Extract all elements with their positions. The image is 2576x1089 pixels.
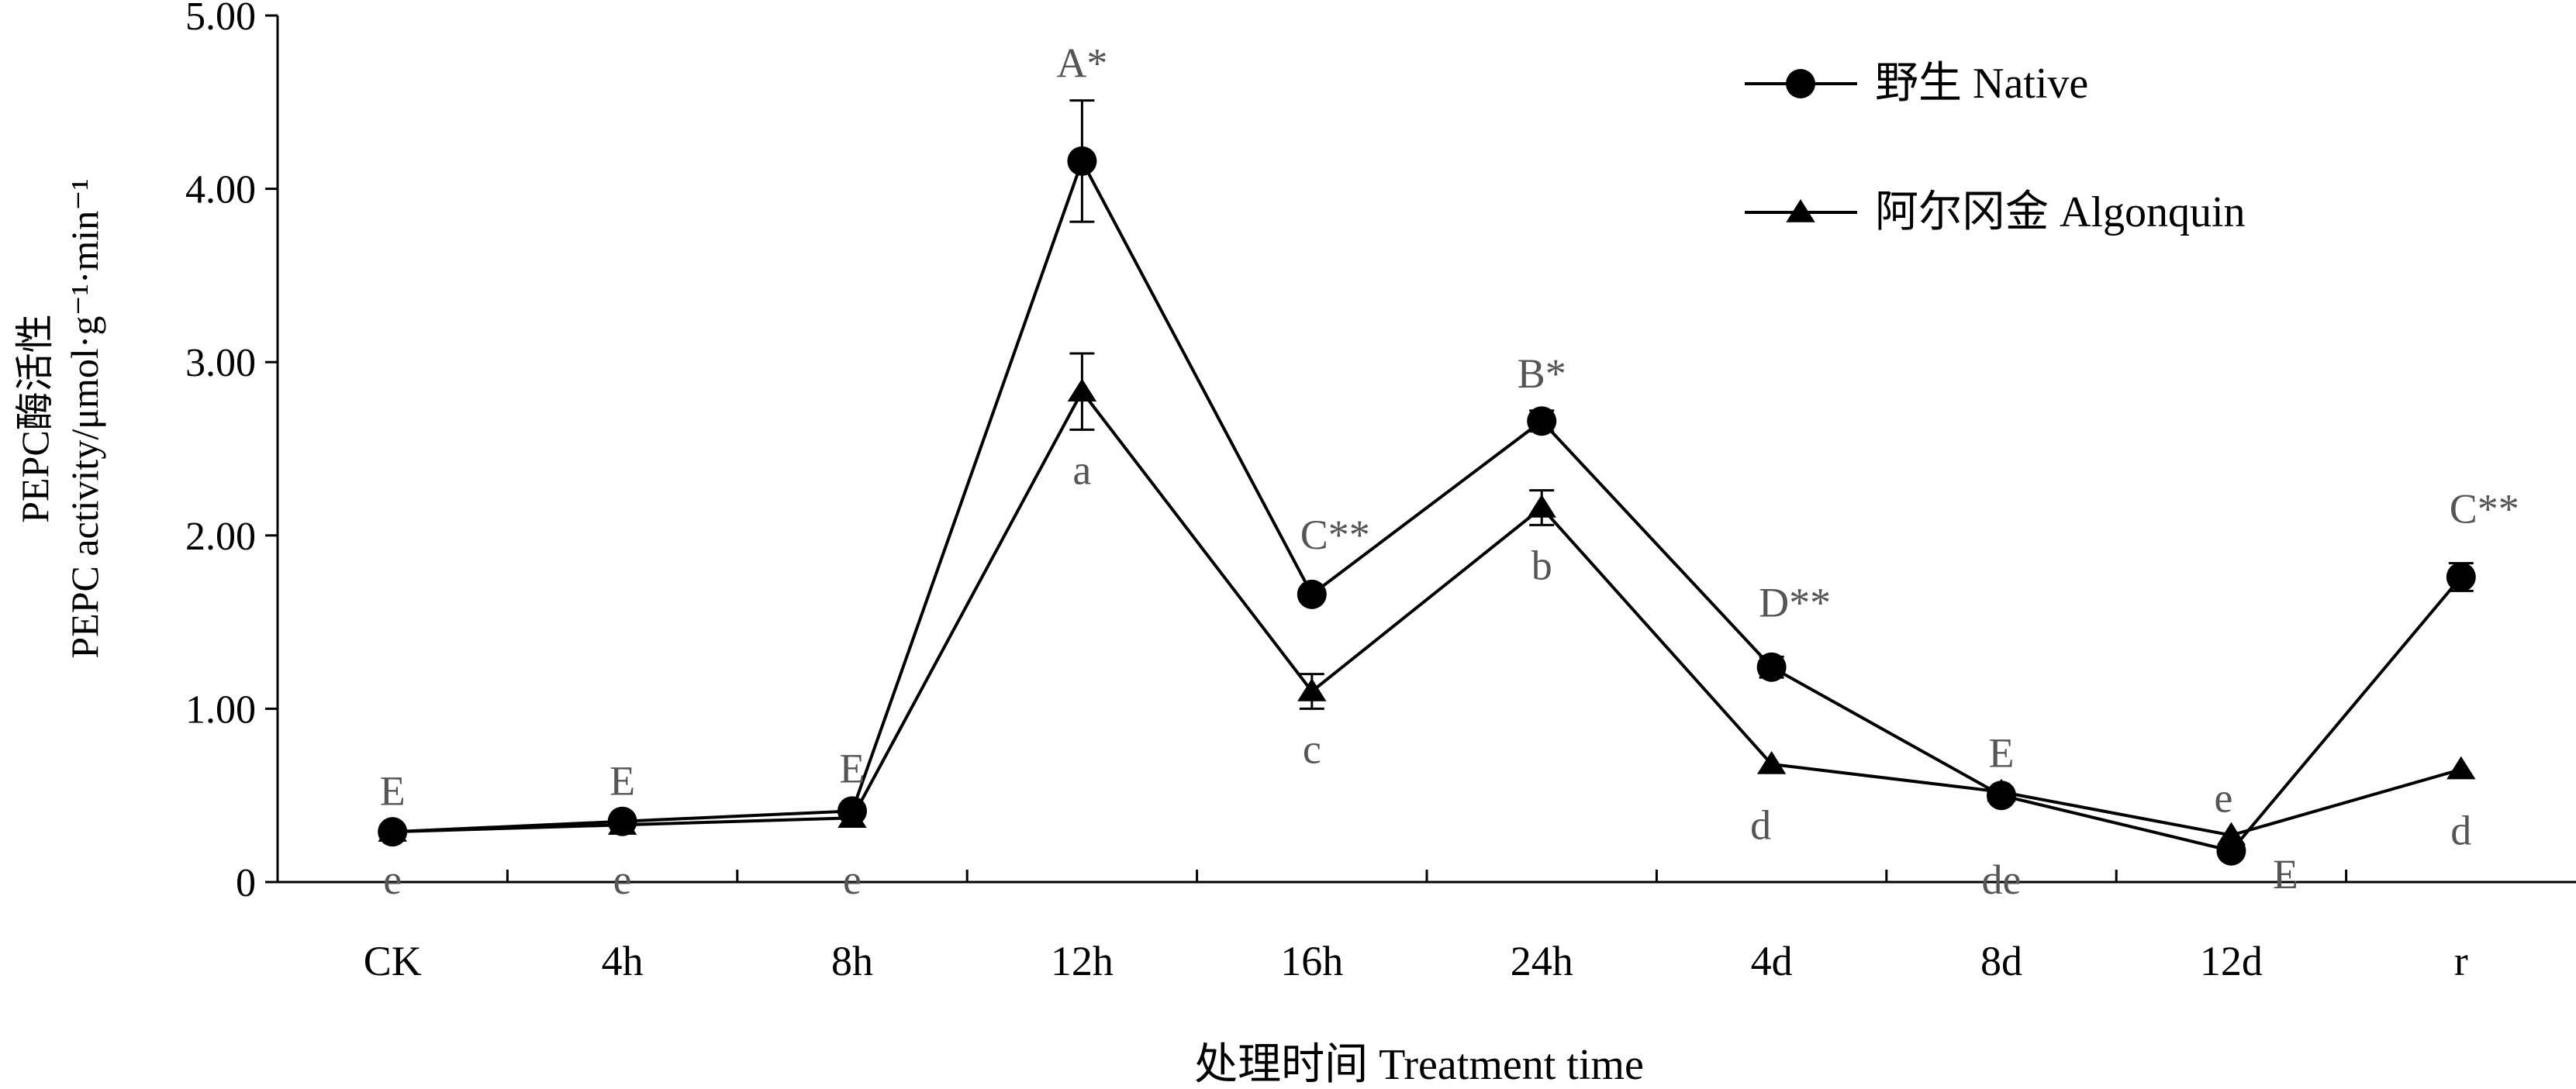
significance-label-native: D**: [1759, 579, 1831, 625]
significance-label-algonquin: d: [2450, 807, 2471, 853]
data-point-triangle: [378, 818, 407, 842]
significance-label-algonquin: e: [2214, 775, 2232, 822]
legend-item-native: 野生 Native: [1745, 60, 2088, 108]
legend-item-algonquin: 阿尔冈金 Algonquin: [1745, 188, 2246, 236]
y-axis-title: PEPC酶活性 PEPC activity/μmol·g⁻¹·min⁻¹: [13, 178, 106, 658]
data-point-triangle: [1756, 750, 1787, 774]
significance-label-native: E: [380, 768, 406, 815]
data-point-circle: [1756, 652, 1787, 682]
data-point-circle: [1297, 579, 1327, 609]
significance-label-algonquin: e: [383, 856, 402, 903]
significance-label-native: E: [609, 757, 635, 804]
significance-label-algonquin: e: [843, 856, 862, 903]
data-point-triangle: [607, 812, 637, 835]
x-tick-label: 4d: [1751, 938, 1793, 984]
data-point-circle: [1067, 146, 1097, 176]
data-point-triangle: [1067, 378, 1097, 401]
axes: [276, 16, 2576, 884]
significance-label-algonquin: c: [1303, 725, 1321, 772]
y-tick-label: 2.00: [185, 515, 256, 559]
series-algonquin: [378, 352, 2476, 846]
x-tick-label: 8h: [831, 938, 873, 984]
series-line: [392, 388, 2462, 837]
x-tick-label: 4h: [602, 938, 644, 984]
data-point-triangle: [1527, 495, 1556, 518]
x-tick-label: 24h: [1511, 938, 1573, 984]
x-tick-label: 16h: [1280, 938, 1343, 984]
significance-label-native: B*: [1518, 350, 1566, 397]
y-tick-label: 5.00: [185, 0, 256, 39]
data-point-circle: [2446, 562, 2476, 592]
y-tick-label: 3.00: [185, 341, 256, 385]
significance-label-native: E: [2273, 851, 2298, 898]
significance-labels: E E E A* C** B* D** E E C** e e e a c b d de e d: [380, 40, 2519, 903]
series-layer: E E E A* C** B* D** E E C** e e e a c b d de e d: [378, 40, 2519, 903]
significance-label-native: C**: [1300, 512, 1370, 558]
significance-label-algonquin: de: [1982, 856, 2022, 903]
data-point-triangle: [837, 805, 867, 829]
significance-label-algonquin: e: [613, 856, 632, 903]
x-tick-label: CK: [364, 938, 422, 984]
data-point-triangle: [1987, 778, 2016, 802]
y-axis-title-line1: PEPC酶活性: [13, 314, 57, 523]
x-tick-label: r: [2454, 938, 2468, 984]
x-ticks: CK 4h 8h 12h 16h 24h 4d 8d 12d r: [364, 870, 2468, 984]
significance-label-native: E: [840, 746, 865, 792]
y-tick-label: 4.00: [185, 168, 256, 212]
legend-label: 野生 Native: [1875, 60, 2088, 108]
significance-label-algonquin: a: [1072, 446, 1091, 493]
significance-label-native: C**: [2450, 486, 2519, 532]
legend-label: 阿尔冈金 Algonquin: [1875, 188, 2246, 236]
significance-label-native: A*: [1056, 40, 1107, 87]
x-tick-label: 12d: [2200, 938, 2263, 984]
data-point-triangle: [1297, 678, 1327, 701]
y-tick-label: 1.00: [185, 688, 256, 732]
legend: 野生 Native 阿尔冈金 Algonquin: [1745, 60, 2246, 236]
significance-label-algonquin: b: [1531, 542, 1552, 588]
x-tick-label: 12h: [1051, 938, 1114, 984]
significance-label-algonquin: d: [1750, 802, 1771, 849]
x-tick-label: 8d: [1980, 938, 2022, 984]
data-point-circle: [1527, 406, 1557, 436]
x-axis-title: 处理时间 Treatment time: [1194, 1041, 1644, 1089]
y-axis-title-line2: PEPC activity/μmol·g⁻¹·min⁻¹: [63, 178, 106, 658]
legend-marker-triangle: [1786, 199, 1815, 222]
y-tick-label: 0: [236, 861, 256, 905]
legend-marker-circle: [1786, 69, 1815, 98]
significance-label-native: E: [1989, 729, 2015, 776]
data-point-triangle: [2447, 756, 2476, 780]
series-line: [392, 157, 2463, 853]
data-point-triangle: [2216, 822, 2246, 846]
y-ticks: 0 1.00 2.00 3.00 4.00 5.00: [185, 0, 278, 905]
